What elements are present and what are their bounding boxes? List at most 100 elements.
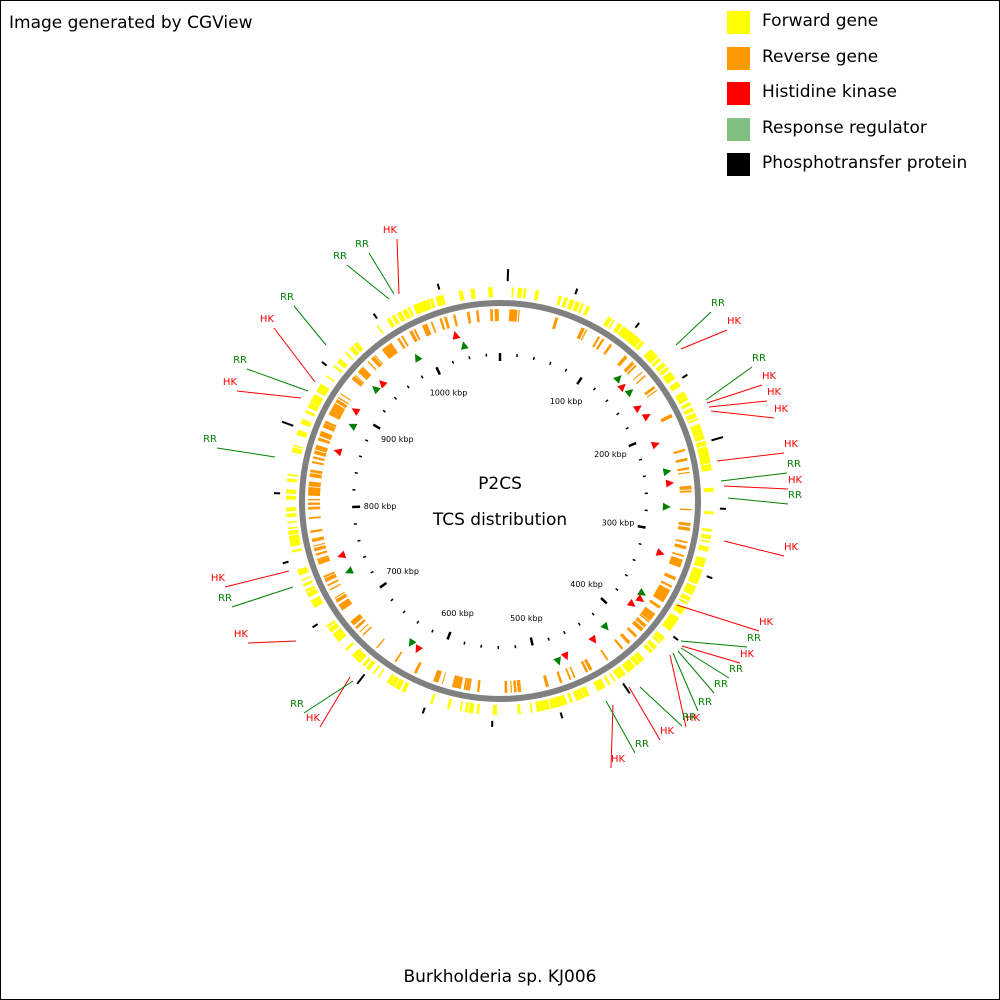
forward-gene-block <box>353 341 364 353</box>
reverse-gene-block <box>595 338 605 350</box>
forward-gene-block <box>464 702 469 713</box>
forward-gene-block <box>287 520 298 524</box>
scale-tick-ring <box>352 353 648 649</box>
histidine-kinase-marker <box>351 408 361 416</box>
hk-callout-label: HK <box>762 371 777 382</box>
reverse-gene-block <box>308 502 321 506</box>
callout-leader-line <box>247 640 297 644</box>
major-scale-tick <box>637 524 646 529</box>
hk-callout-label: HK <box>383 225 398 236</box>
legend-label: Histidine kinase <box>762 82 897 102</box>
reverse-gene-block <box>632 371 643 381</box>
minor-scale-tick <box>564 368 568 372</box>
forward-gene-block <box>680 592 692 602</box>
forward-gene-block <box>401 682 410 693</box>
reverse-gene-block <box>310 528 323 534</box>
callout-leader-line <box>293 305 327 346</box>
forward-gene-block <box>377 668 385 678</box>
reverse-gene-block <box>322 423 336 432</box>
reverse-gene-block <box>333 402 346 413</box>
rr-callout-label: RR <box>203 434 217 445</box>
forward-gene-block <box>386 674 395 685</box>
callout-leader-line <box>368 252 395 295</box>
reverse-gene-block <box>674 543 687 550</box>
reverse-gene-block <box>603 343 613 355</box>
reverse-gene-block <box>394 651 403 663</box>
minor-scale-tick <box>364 439 369 442</box>
hk-callout-label: HK <box>223 377 238 388</box>
forward-gene-block <box>608 319 615 329</box>
outer-tick <box>634 322 640 329</box>
reverse-gene-block <box>510 680 513 693</box>
reverse-gene-block <box>330 405 344 416</box>
forward-gene-block <box>683 587 694 596</box>
callout-leader-line <box>224 570 290 588</box>
minor-scale-tick <box>638 542 642 546</box>
forward-gene-block <box>305 585 316 593</box>
minor-scale-tick <box>451 360 455 364</box>
forward-gene-block <box>301 576 311 582</box>
reverse-gene-block <box>362 626 372 636</box>
reverse-gene-block <box>430 321 437 334</box>
forward-gene-block <box>535 701 539 712</box>
reverse-gene-block <box>316 555 329 561</box>
rr-callout-label: RR <box>280 292 294 303</box>
major-scale-tick <box>628 441 637 448</box>
generator-credit: Image generated by CGView <box>9 13 253 33</box>
histidine-kinase-marker <box>452 330 461 340</box>
response-regulator-marker <box>372 385 381 395</box>
forward-gene-block <box>522 288 527 299</box>
minor-scale-tick <box>362 555 367 559</box>
reverse-gene-block <box>644 385 656 396</box>
reverse-gene-block <box>475 310 480 323</box>
forward-gene-block <box>287 473 298 477</box>
callout-leader-line <box>396 238 400 295</box>
reverse-gene-block <box>381 346 394 360</box>
forward-gene-block <box>389 675 400 688</box>
response-regulator-marker <box>662 468 672 477</box>
reverse-gene-block <box>371 356 382 368</box>
reverse-gene-block <box>504 680 508 693</box>
forward-gene-block <box>394 678 405 690</box>
forward-gene-block <box>306 588 318 598</box>
reverse-gene-block <box>655 588 668 599</box>
rr-callout-label: RR <box>355 239 369 250</box>
forward-gene-block <box>629 655 640 666</box>
forward-gene-block <box>700 463 712 472</box>
forward-gene-block <box>333 364 343 374</box>
forward-gene-block <box>325 375 336 383</box>
reverse-gene-block <box>455 676 464 689</box>
forward-gene-block <box>582 305 591 317</box>
histidine-kinase-marker <box>650 441 660 450</box>
forward-gene-block <box>685 412 697 422</box>
outer-tick <box>706 575 713 580</box>
legend-label: Reverse gene <box>762 46 879 67</box>
callout-leader-line <box>677 650 715 694</box>
forward-gene-block <box>653 631 665 642</box>
outer-tick <box>711 436 724 442</box>
reverse-gene-block <box>374 354 384 365</box>
forward-gene-block <box>429 693 436 705</box>
callout-leader-line <box>710 410 775 419</box>
minor-scale-tick <box>547 637 550 641</box>
callout-leader-line <box>346 264 390 300</box>
minor-scale-tick <box>591 612 595 616</box>
reverse-gene-block <box>315 550 328 556</box>
major-scale-tick <box>446 631 452 640</box>
callout-leader-line <box>705 366 753 401</box>
callout-leader-line <box>723 485 789 490</box>
reverse-gene-block <box>494 309 499 322</box>
histidine-kinase-marker <box>635 594 645 602</box>
reverse-gene-block <box>614 638 624 650</box>
genome-backbone <box>299 300 701 702</box>
reverse-gene-block <box>652 592 666 603</box>
scale-tick-labels: 100 kbp 200 kbp 300 kbp 400 kbp 500 kbp 600 k… <box>364 389 635 623</box>
reverse-gene-block <box>584 658 593 671</box>
tcs-feature-markers <box>333 330 675 666</box>
reverse-gene-block <box>335 593 348 603</box>
hk-callout-label: HK <box>234 629 249 640</box>
reverse-gene-block <box>367 360 377 371</box>
histidine-kinase-marker <box>655 548 665 556</box>
callout-leader-line <box>672 652 699 712</box>
major-scale-tick <box>372 423 381 430</box>
